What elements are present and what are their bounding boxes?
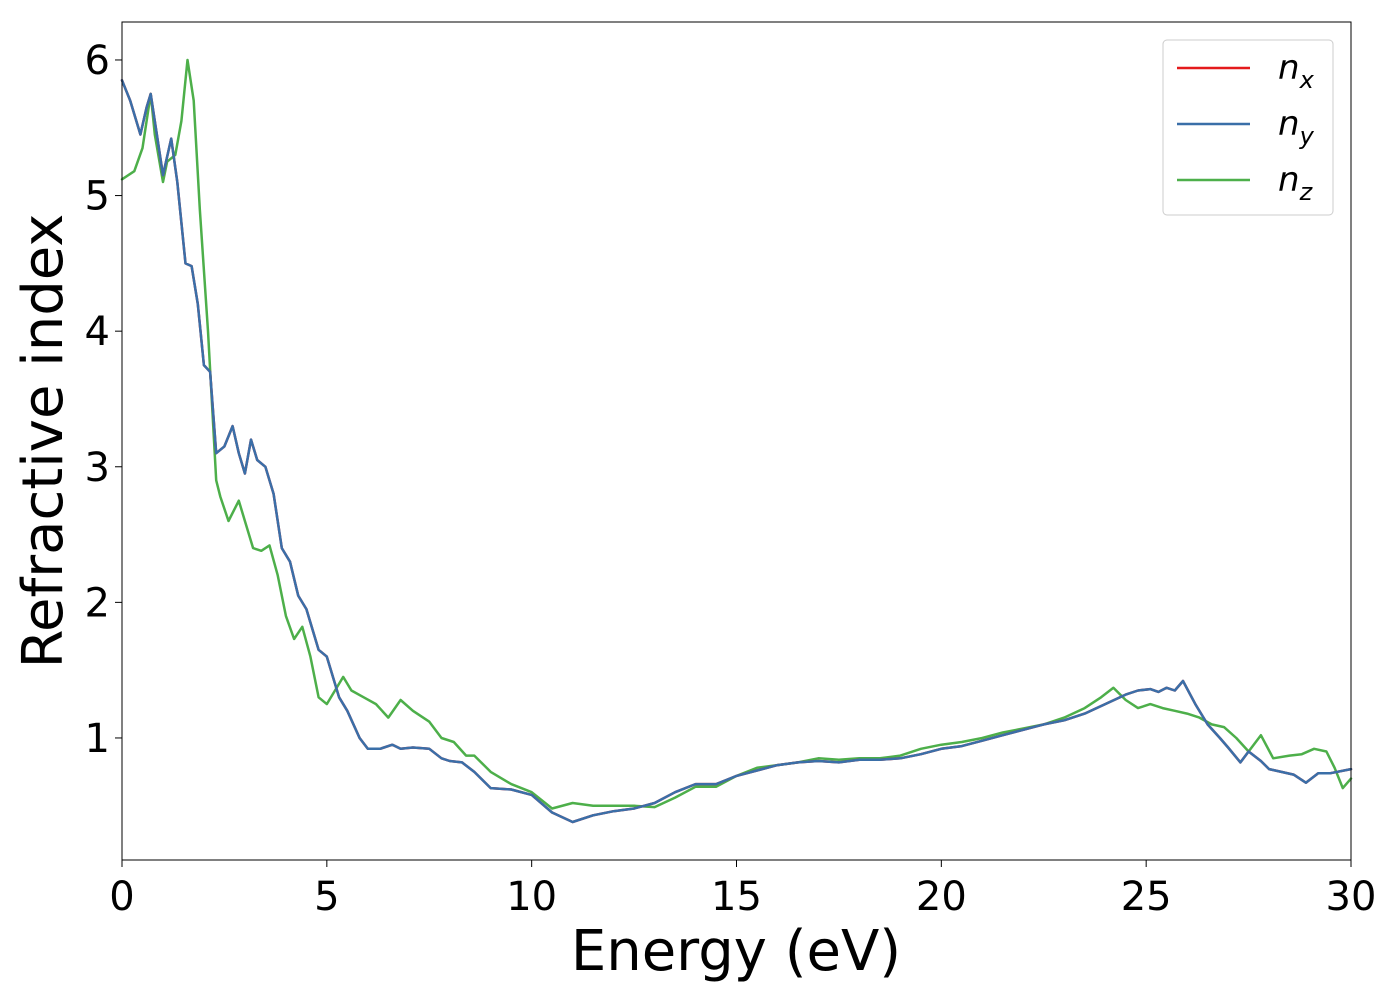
x-tick-label: 30	[1326, 874, 1377, 920]
x-tick-label: 15	[711, 874, 762, 920]
legend-frame	[1162, 39, 1334, 216]
y-axis-title: Refractive index	[11, 214, 76, 669]
x-axis-title: Energy (eV)	[571, 919, 901, 984]
y-axis-ticks: 1 2 3 4 5 6	[85, 38, 122, 762]
legend-label-x: nx	[1278, 48, 1315, 94]
y-tick-label: 1	[85, 716, 110, 762]
x-tick-label: 25	[1121, 874, 1172, 920]
x-tick-label: 0	[109, 874, 134, 920]
series-line-z	[120, 58, 1353, 810]
x-axis-ticks: 0 5 10 15 20 25 30	[109, 860, 1376, 920]
legend: nx ny nz	[1162, 39, 1334, 216]
x-tick-label: 10	[506, 874, 557, 920]
x-tick-label: 5	[314, 874, 339, 920]
plot-area	[120, 21, 1353, 861]
y-tick-label: 4	[85, 309, 110, 355]
y-tick-label: 6	[85, 38, 110, 84]
y-tick-label: 5	[85, 174, 110, 220]
series-line-y	[120, 79, 1353, 824]
series-layer	[120, 58, 1353, 824]
y-tick-label: 2	[85, 580, 110, 626]
legend-label-z: nz	[1278, 160, 1314, 206]
x-tick-label: 20	[916, 874, 967, 920]
y-tick-label: 3	[85, 445, 110, 491]
legend-label-y: ny	[1278, 104, 1315, 150]
